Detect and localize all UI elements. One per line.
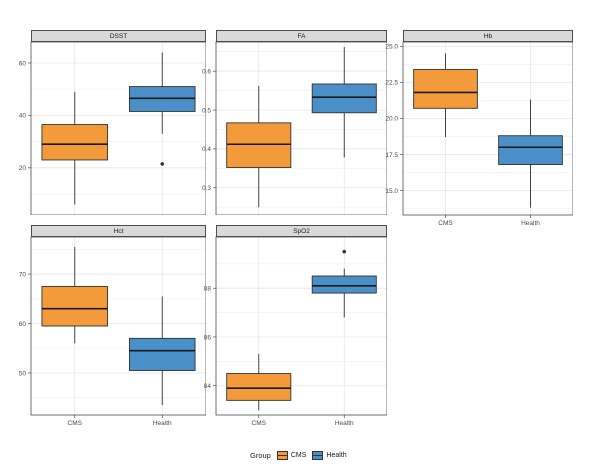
iqr-box xyxy=(226,373,292,401)
facet-title: SpO2 xyxy=(293,228,310,235)
outlier-point xyxy=(342,249,347,254)
box-cms xyxy=(226,354,292,411)
y-tick-label: 17.5 xyxy=(385,152,398,159)
box-health xyxy=(311,249,377,318)
x-tick-label: CMS xyxy=(68,420,83,427)
facet-strip: DSST xyxy=(31,30,206,42)
panel-hb: 15.0 17.5 20.0 22.5 25.0 CMS Health Hb xyxy=(371,30,573,231)
x-tick-label: Health xyxy=(335,420,354,427)
legend-title: Group xyxy=(250,450,271,460)
plot-hb: 15.0 17.5 20.0 22.5 25.0 CMS Health xyxy=(385,41,573,227)
legend-key-health xyxy=(312,450,324,460)
y-tick-label: 86 xyxy=(204,334,212,341)
iqr-box xyxy=(498,135,563,165)
y-tick-label: 60 xyxy=(19,321,27,328)
plot-fa: 0.3 0.4 0.5 0.6 xyxy=(202,41,387,215)
panel-dsst: 20 40 60 DSST xyxy=(0,30,206,215)
y-tick-label: 0.5 xyxy=(202,107,211,114)
y-tick-label: 15.0 xyxy=(385,188,398,195)
y-tick-label: 70 xyxy=(19,271,27,278)
plot-hct: 50 60 70 CMS Health xyxy=(19,236,206,427)
facet-strip: Hb xyxy=(403,30,573,42)
iqr-box xyxy=(128,337,196,371)
y-tick-label: 0.6 xyxy=(202,68,211,75)
box-cms xyxy=(41,91,109,205)
iqr-box xyxy=(311,83,377,114)
panel-spo2: 84 86 88 CMS Health SpO2 xyxy=(184,225,387,431)
facet-title: Hct xyxy=(113,228,124,235)
y-tick-label: 60 xyxy=(19,60,27,67)
y-tick-label: 88 xyxy=(204,286,212,293)
iqr-box xyxy=(413,68,478,109)
x-tick-label: CMS xyxy=(438,220,453,227)
panel-border xyxy=(215,236,387,416)
y-tick-label: 25.0 xyxy=(385,44,398,51)
legend-label-cms: CMS xyxy=(290,451,307,459)
y-tick-label: 20.0 xyxy=(385,116,398,123)
legend-label-health: Health xyxy=(326,451,347,459)
box-health xyxy=(128,52,196,166)
facet-title: Hb xyxy=(483,33,493,40)
iqr-box xyxy=(41,124,109,161)
y-tick-label: 20 xyxy=(19,165,27,172)
iqr-box xyxy=(311,275,377,294)
panel-hct: 50 60 70 CMS Health Hct xyxy=(0,225,206,431)
x-tick-label: CMS xyxy=(252,420,267,427)
facet-strip: Hct xyxy=(31,225,206,237)
y-tick-label: 22.5 xyxy=(385,80,398,87)
y-tick-label: 0.3 xyxy=(202,185,211,192)
legend-item-health: Health xyxy=(312,450,347,460)
y-tick-label: 40 xyxy=(19,113,27,120)
box-cms xyxy=(413,53,478,138)
facet-strip: SpO2 xyxy=(216,225,387,237)
plot-dsst: 20 40 60 xyxy=(19,41,206,215)
box-cms xyxy=(41,246,109,344)
facet-title: DSST xyxy=(109,33,128,40)
facet-title: FA xyxy=(297,33,306,40)
panel-border xyxy=(30,236,206,416)
panel-fa: 0.3 0.4 0.5 0.6 FA xyxy=(184,30,387,215)
outlier-point xyxy=(160,162,165,166)
plot-spo2: 84 86 88 CMS Health xyxy=(204,236,387,427)
legend-item-cms: CMS xyxy=(276,450,307,460)
box-cms xyxy=(226,85,292,208)
box-health xyxy=(311,47,377,158)
panel-border xyxy=(402,41,573,216)
x-tick-label: Health xyxy=(153,420,172,427)
facet-strip: FA xyxy=(216,30,387,42)
x-tick-label: Health xyxy=(521,220,540,227)
box-health xyxy=(498,99,563,208)
panel-border xyxy=(30,41,206,215)
y-tick-label: 84 xyxy=(204,383,212,390)
y-tick-label: 50 xyxy=(19,370,27,377)
panel-border xyxy=(215,41,387,215)
legend: Group CMS Health xyxy=(250,448,353,462)
legend-key-cms xyxy=(276,450,288,460)
iqr-box xyxy=(41,285,109,327)
iqr-box xyxy=(226,122,292,169)
box-health xyxy=(128,296,196,406)
y-tick-label: 0.4 xyxy=(202,146,211,153)
